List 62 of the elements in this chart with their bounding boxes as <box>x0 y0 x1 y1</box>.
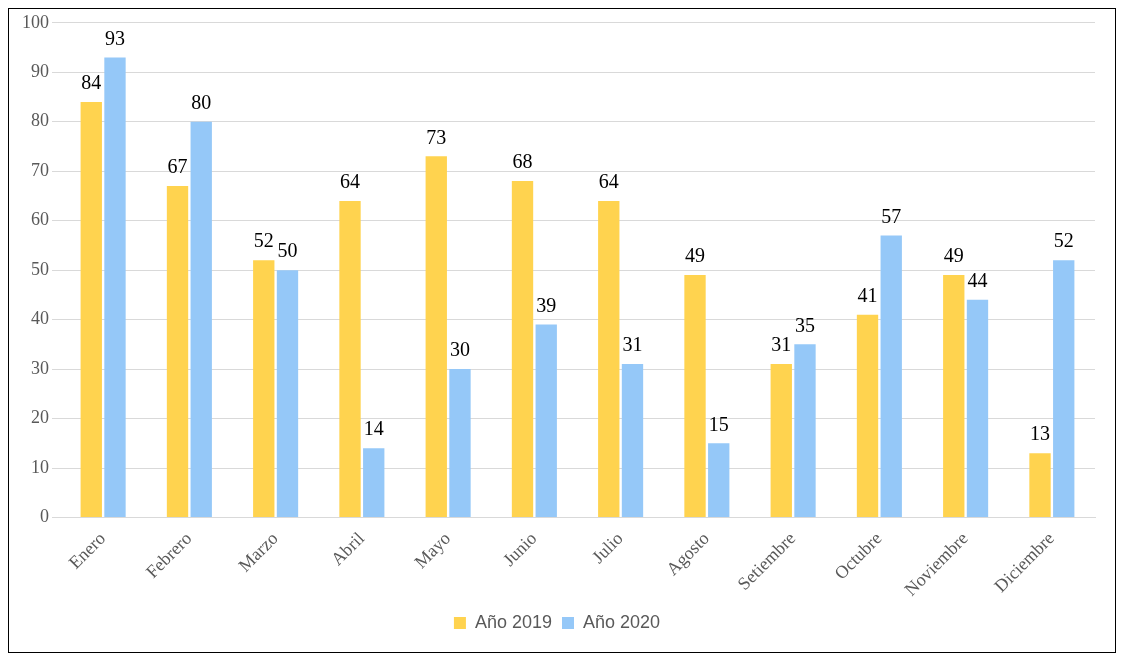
bar <box>684 275 706 517</box>
bar <box>363 448 385 517</box>
bar <box>770 364 792 517</box>
bar <box>104 57 126 517</box>
data-label: 13 <box>1030 422 1051 445</box>
data-label: 57 <box>881 204 902 227</box>
data-label: 15 <box>708 412 729 435</box>
bar <box>1053 260 1075 517</box>
data-label: 41 <box>857 283 878 306</box>
y-tick-label: 100 <box>22 11 49 32</box>
data-label: 39 <box>536 293 557 316</box>
bar <box>794 344 816 517</box>
bar <box>598 200 620 517</box>
bar <box>708 443 730 517</box>
bar <box>535 324 557 517</box>
bar <box>425 156 447 517</box>
data-label: 35 <box>794 313 815 336</box>
y-tick-label: 0 <box>40 506 49 527</box>
data-label: 67 <box>167 155 188 178</box>
y-tick-label: 80 <box>31 110 49 131</box>
bar <box>856 314 879 517</box>
legend-label: Año 2019 <box>474 611 553 632</box>
bar <box>80 101 102 517</box>
data-label: 30 <box>449 338 470 361</box>
data-label: 93 <box>104 26 125 49</box>
data-label: 80 <box>191 90 212 113</box>
x-tick-label: Julio <box>587 528 627 568</box>
data-label: 64 <box>598 170 619 193</box>
data-label: 14 <box>363 417 384 440</box>
data-label: 84 <box>81 71 102 94</box>
y-tick-label: 30 <box>31 357 49 378</box>
bar <box>449 369 471 517</box>
y-tick-label: 60 <box>31 209 49 230</box>
legend-label: Año 2020 <box>583 611 661 632</box>
data-label: 31 <box>622 333 643 356</box>
bar <box>966 299 989 517</box>
bar <box>276 270 299 517</box>
bar <box>511 181 534 517</box>
data-label: 49 <box>943 244 964 267</box>
y-tick-label: 50 <box>31 258 49 279</box>
data-label: 52 <box>1053 229 1074 252</box>
bar <box>621 364 644 517</box>
y-tick-label: 10 <box>31 456 49 477</box>
data-label: 31 <box>771 333 792 356</box>
data-label: 50 <box>277 239 298 262</box>
bar <box>253 260 275 517</box>
bar <box>339 200 361 517</box>
bar <box>190 121 212 517</box>
bar <box>943 275 965 517</box>
y-tick-label: 20 <box>31 407 49 428</box>
data-label: 52 <box>253 229 274 252</box>
data-label: 73 <box>426 125 447 148</box>
data-label: 49 <box>685 244 706 267</box>
bar <box>166 186 189 517</box>
bar <box>880 235 902 517</box>
y-tick-label: 90 <box>31 61 49 81</box>
data-label: 64 <box>340 170 361 193</box>
data-label: 68 <box>512 150 533 173</box>
y-tick-label: 70 <box>31 159 49 180</box>
data-label: 44 <box>967 269 988 292</box>
y-tick-label: 40 <box>31 308 49 329</box>
bar <box>1029 453 1051 517</box>
